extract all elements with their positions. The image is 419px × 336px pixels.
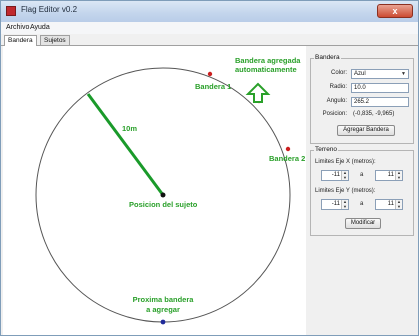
app-flag-icon xyxy=(6,6,16,16)
y-min-spinner[interactable]: -11 ▲ ▼ xyxy=(321,199,349,210)
label-bandera-2: Bandera 2 xyxy=(269,154,305,163)
tab-bandera[interactable]: Bandera xyxy=(4,35,37,46)
color-label: Color: xyxy=(330,70,347,76)
label-subject: Posicion del sujeto xyxy=(129,200,198,209)
spinner-arrows-icon[interactable]: ▲ ▼ xyxy=(395,170,402,180)
color-select-value: Azul xyxy=(354,71,366,77)
spinner-arrows-icon[interactable]: ▲ ▼ xyxy=(341,170,348,180)
window-title: Flag Editor v0.2 xyxy=(21,5,78,14)
label-next-line2: a agregar xyxy=(146,305,180,314)
y-max-value: 11 xyxy=(387,201,394,207)
color-select[interactable]: Azul ▼ xyxy=(351,69,409,79)
close-icon: x xyxy=(392,6,398,16)
label-added-line2: automaticamente xyxy=(235,65,297,74)
y-limits-label: Limites Eje Y (metros): xyxy=(315,188,376,194)
x-separator: a xyxy=(360,172,364,178)
label-next-line1: Proxima bandera xyxy=(133,295,195,304)
spinner-arrows-icon[interactable]: ▲ ▼ xyxy=(341,199,348,209)
menu-ayuda[interactable]: Ayuda xyxy=(30,24,50,31)
label-bandera-1: Bandera 1 xyxy=(195,82,231,91)
bandera-group: Bandera Color: Azul ▼ Radio: 10.0 Angulo… xyxy=(310,54,414,144)
radius-line xyxy=(86,93,165,196)
flag-1-marker[interactable] xyxy=(207,71,213,77)
up-arrow-icon xyxy=(245,82,271,103)
agregar-bandera-button[interactable]: Agregar Bandera xyxy=(337,125,395,136)
field-drawing[interactable]: Bandera 1 Bandera 2 10m Posicion del suj… xyxy=(3,46,306,335)
angulo-input[interactable]: 265.2 xyxy=(351,97,409,107)
posicion-label: Posicion: xyxy=(322,111,347,117)
y-max-spinner[interactable]: 11 ▲ ▼ xyxy=(375,199,403,210)
flag-2-marker[interactable] xyxy=(285,146,291,152)
x-max-spinner[interactable]: 11 ▲ ▼ xyxy=(375,170,403,181)
label-added-line1: Bandera agregada xyxy=(235,56,301,65)
title-bar: Flag Editor v0.2 x xyxy=(1,1,418,23)
x-min-spinner[interactable]: -11 ▲ ▼ xyxy=(321,170,349,181)
terreno-group-title: Terreno xyxy=(314,146,339,153)
posicion-value: (-0,835, -9,965) xyxy=(353,111,395,117)
x-limits-label: Limites Eje X (metros): xyxy=(315,159,376,165)
radio-label: Radio: xyxy=(329,84,347,90)
menu-archivo[interactable]: Archivo xyxy=(6,24,30,31)
y-separator: a xyxy=(360,201,364,207)
chevron-down-icon: ▼ xyxy=(401,71,406,77)
x-max-value: 11 xyxy=(387,172,394,178)
x-min-value: -11 xyxy=(331,172,340,178)
menu-bar: Archivo Ayuda xyxy=(1,22,418,34)
subject-dot[interactable] xyxy=(160,192,166,198)
modificar-button[interactable]: Modificar xyxy=(345,218,381,229)
angulo-label: Angulo: xyxy=(326,98,347,104)
radio-input[interactable]: 10.0 xyxy=(351,83,409,93)
close-button[interactable]: x xyxy=(377,4,413,18)
tab-strip: Bandera Sujetos xyxy=(1,34,418,46)
right-panel: Bandera Color: Azul ▼ Radio: 10.0 Angulo… xyxy=(307,46,417,335)
next-flag-marker[interactable] xyxy=(160,319,166,325)
spinner-arrows-icon[interactable]: ▲ ▼ xyxy=(395,199,402,209)
tab-sujetos[interactable]: Sujetos xyxy=(40,35,70,45)
terreno-group: Terreno Limites Eje X (metros): -11 ▲ ▼ a… xyxy=(310,146,414,236)
bandera-group-title: Bandera xyxy=(314,54,341,61)
field-canvas[interactable]: Bandera 1 Bandera 2 10m Posicion del suj… xyxy=(3,46,306,335)
label-radius: 10m xyxy=(122,124,137,133)
y-min-value: -11 xyxy=(331,201,340,207)
